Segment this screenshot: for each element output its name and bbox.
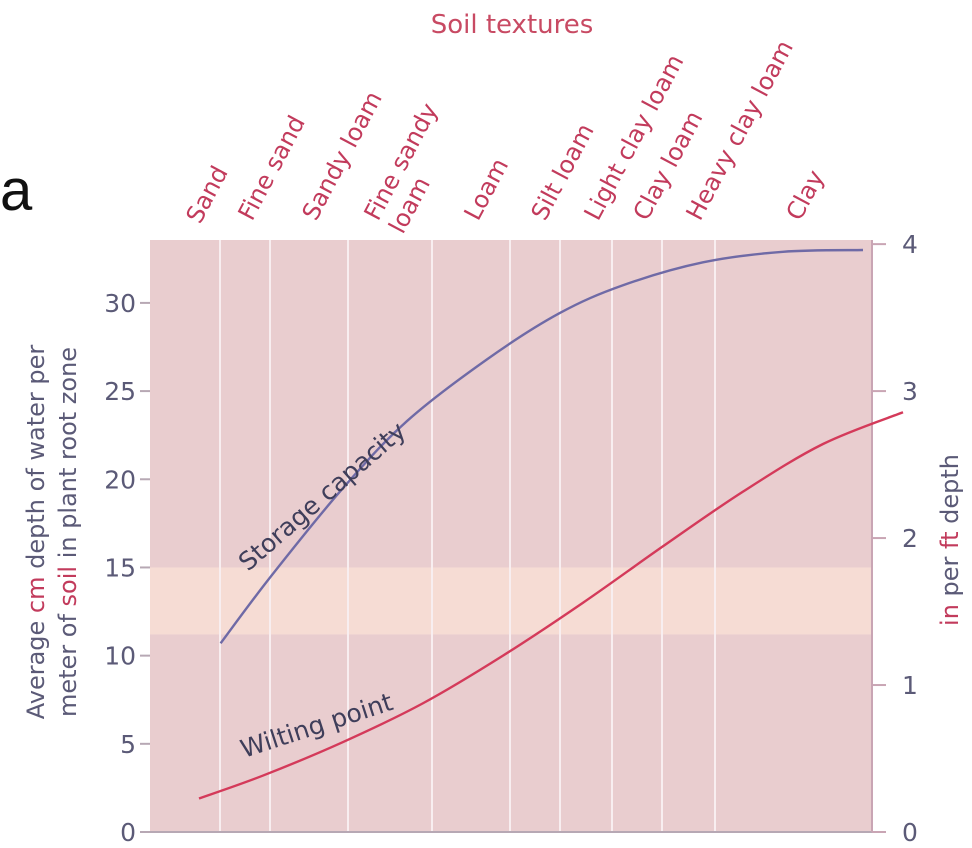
left-ylabel-line2-part: meter of	[54, 606, 82, 717]
right-tick-label: 4	[902, 230, 918, 259]
right-ylabel-part: ft	[936, 532, 964, 549]
axes	[140, 240, 886, 833]
left-tick-label: 5	[120, 730, 136, 759]
category-label: Sand	[181, 161, 234, 227]
category-label-line: Loam	[459, 154, 515, 225]
left-tick-label: 10	[104, 642, 136, 671]
left-ylabel-line1-part: cm	[22, 576, 50, 613]
left-ylabel-line2-part: soil	[54, 566, 82, 607]
right-ylabel-part: depth	[936, 454, 964, 531]
panel-label: a	[0, 158, 33, 223]
category-label: Clay	[781, 165, 830, 224]
right-tick-label: 2	[902, 524, 918, 553]
category-label: Loam	[459, 154, 515, 225]
category-label-line: Clay	[781, 165, 830, 224]
left-ylabel-line1: Average cm depth of water per	[22, 345, 50, 720]
right-tick-label: 1	[902, 671, 918, 700]
category-label-line: Sand	[181, 161, 234, 227]
right-ylabel-part: per	[936, 549, 964, 604]
left-tick-label: 20	[104, 465, 136, 494]
right-tick-label: 0	[902, 818, 918, 847]
left-ylabel-line2-part: in plant root zone	[54, 347, 82, 566]
wilting-point-line	[198, 411, 904, 800]
right-tick-label: 3	[902, 377, 918, 406]
category-gridlines	[219, 240, 716, 832]
left-tick-label: 25	[104, 377, 136, 406]
storage-capacity-line	[219, 248, 864, 645]
left-ylabel-line1-part: Average	[22, 613, 50, 719]
right-ylabel: in per ft depth	[936, 454, 964, 626]
chart-title: Soil textures	[431, 10, 594, 40]
left-tick-label: 0	[120, 818, 136, 847]
right-ylabel-part: in	[936, 604, 964, 626]
left-tick-label: 30	[104, 289, 136, 318]
left-ylabel-line1-part: depth of water per	[22, 345, 50, 577]
left-tick-label: 15	[104, 553, 136, 582]
left-ylabel-line2: meter of soil in plant root zone	[54, 347, 82, 717]
series-lines	[198, 248, 904, 800]
